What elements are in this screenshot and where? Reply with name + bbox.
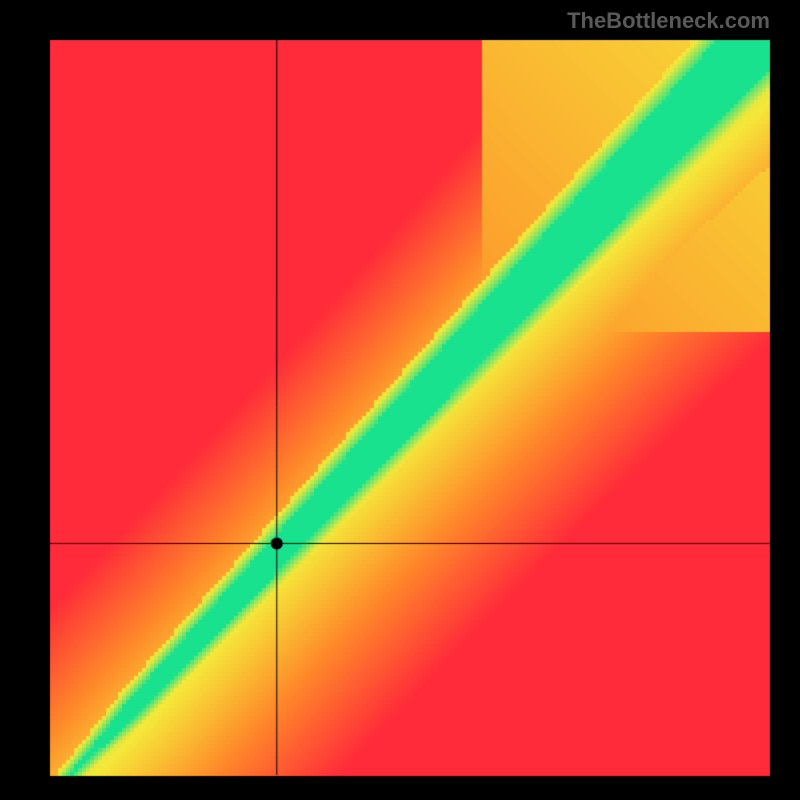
watermark-label: TheBottleneck.com	[567, 8, 770, 34]
bottleneck-heatmap	[0, 0, 800, 800]
